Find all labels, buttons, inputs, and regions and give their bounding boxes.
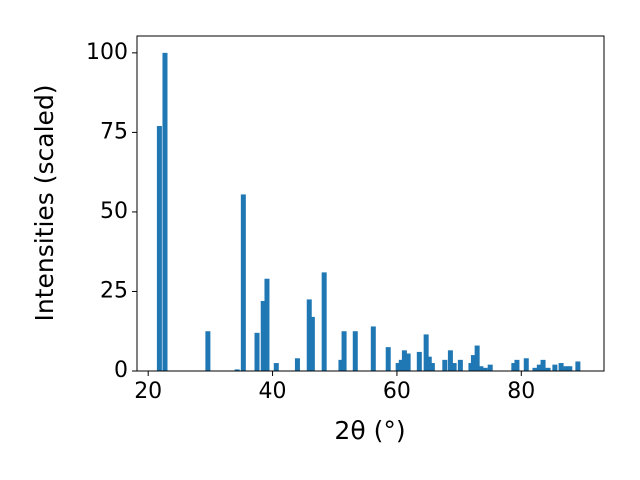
bar: [470, 355, 476, 371]
bar: [514, 359, 520, 371]
x-tick-label: 20: [134, 379, 162, 404]
bar: [306, 299, 312, 371]
bar: [254, 332, 260, 371]
bar: [532, 367, 538, 371]
bar: [447, 350, 453, 371]
bar: [523, 358, 529, 371]
bar: [341, 331, 347, 371]
bar: [395, 363, 401, 371]
bar: [545, 367, 551, 371]
y-tick-label: 100: [86, 40, 128, 65]
bar: [370, 326, 376, 371]
y-tick-label: 50: [100, 199, 128, 224]
y-tick-label: 25: [100, 278, 128, 303]
bar: [563, 366, 569, 371]
bar: [540, 359, 546, 371]
bar: [474, 345, 480, 371]
bar: [273, 363, 279, 371]
bar: [429, 363, 435, 371]
bar: [398, 359, 404, 371]
bar: [426, 356, 432, 371]
bar: [567, 366, 573, 371]
bar: [205, 331, 211, 371]
y-axis-label: Intensities (scaled): [30, 84, 59, 321]
bar: [234, 369, 240, 371]
bar: [240, 194, 246, 371]
bar: [260, 301, 266, 371]
bar: [451, 363, 457, 371]
bar: [294, 358, 300, 371]
bar: [162, 52, 168, 371]
bar: [309, 316, 315, 371]
bar: [352, 331, 358, 371]
y-tick-label: 75: [100, 119, 128, 144]
plot-frame: [136, 35, 605, 372]
bar: [478, 366, 484, 371]
bar: [536, 364, 542, 371]
bar: [482, 367, 488, 371]
bar: [385, 347, 391, 371]
bar: [156, 126, 162, 372]
bar: [405, 353, 411, 371]
bar: [338, 359, 344, 371]
y-tick-label: 0: [114, 358, 128, 383]
x-axis-label: 2θ (°): [334, 416, 405, 445]
bar: [401, 350, 407, 371]
x-tick-label: 80: [507, 379, 535, 404]
bar: [264, 278, 270, 371]
x-tick-label: 40: [259, 379, 287, 404]
x-tick-label: 60: [383, 379, 411, 404]
bar: [575, 361, 581, 371]
bar: [423, 334, 429, 371]
bar: [552, 364, 558, 371]
bar: [416, 351, 422, 371]
bar: [321, 272, 327, 371]
bar: [457, 359, 463, 371]
bar: [487, 364, 493, 371]
bar: [558, 363, 564, 371]
bar: [511, 363, 517, 371]
bar: [442, 359, 448, 371]
